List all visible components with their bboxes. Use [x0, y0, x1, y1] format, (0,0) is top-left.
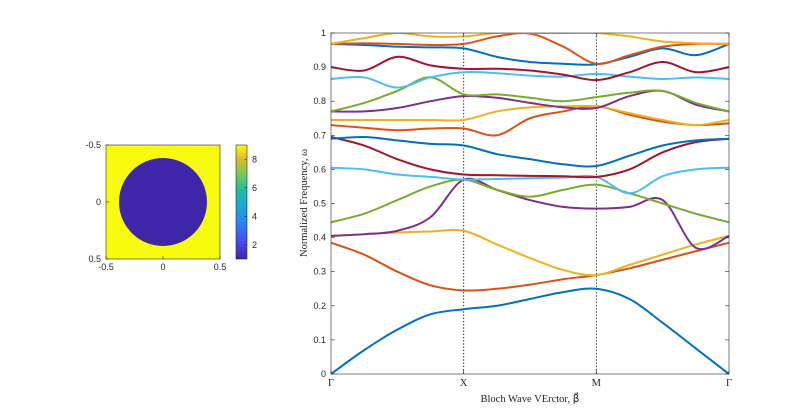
band-y-tick-label: 0.4 [313, 233, 326, 243]
band-line-1 [331, 287, 729, 374]
band-line-13 [331, 71, 729, 89]
colorbar-gradient [235, 144, 248, 260]
colorbar-tick-label: 4 [252, 211, 257, 221]
band-x-tick-label: Γ [726, 378, 732, 389]
band-reference-lines [463, 33, 597, 374]
band-line-5 [331, 178, 729, 224]
band-y-tick-label: 0.6 [313, 164, 326, 174]
map-y-tick-label: 0.5 [88, 254, 101, 264]
band-line-9 [331, 105, 729, 137]
band-diagram: 0 0.1 0.2 0.3 0.4 0.5 0.6 0.7 0.8 0.9 1 Γ X M Γ Bloch … [299, 28, 732, 405]
colorbar: 2 4 6 8 [235, 144, 257, 260]
map-x-tick-label: 0 [160, 262, 165, 272]
band-x-tick-label: Γ [328, 378, 334, 389]
unit-cell-inclusion [119, 158, 207, 246]
band-y-tick-label: 0.3 [313, 267, 326, 277]
band-y-tick-label: 0.1 [313, 335, 326, 345]
map-x-tick-label: 0.5 [214, 262, 227, 272]
band-ticks: 0 0.1 0.2 0.3 0.4 0.5 0.6 0.7 0.8 0.9 1 Γ X M Γ [313, 28, 732, 389]
band-y-tick-label: 1 [321, 28, 326, 38]
colorbar-tick-label: 8 [252, 154, 257, 164]
band-line-10 [331, 104, 729, 127]
band-y-tick-label: 0.7 [313, 130, 326, 140]
band-lines [331, 33, 729, 374]
band-line-8 [331, 135, 729, 168]
colorbar-ticks: 2 4 6 8 [244, 154, 257, 250]
colorbar-tick-label: 2 [252, 240, 257, 250]
band-x-tick-label: M [592, 378, 602, 389]
colorbar-tick-label: 6 [252, 183, 257, 193]
unit-cell-map: -0.5 0 0.5-0.500.5 [85, 140, 226, 272]
map-y-tick-label: 0 [96, 197, 101, 207]
band-line-12 [331, 76, 729, 113]
band-y-tick-label: 0 [321, 369, 326, 379]
band-x-label: Bloch Wave VErctor, β⃗ [481, 391, 580, 405]
band-line-7 [331, 136, 729, 179]
band-line-17 [331, 33, 729, 45]
band-line-4 [331, 177, 729, 251]
band-y-tick-label: 0.9 [313, 62, 326, 72]
map-y-tick-label: -0.5 [85, 140, 101, 150]
band-y-tick-label: 0.8 [313, 96, 326, 106]
band-line-14 [331, 55, 729, 82]
band-line-15 [331, 42, 729, 66]
unit-cell-ticks: -0.5 0 0.5-0.500.5 [85, 140, 226, 272]
band-x-tick-label: X [460, 378, 468, 389]
band-line-2 [331, 241, 729, 292]
map-x-tick-label: -0.5 [98, 262, 114, 272]
band-y-tick-label: 0.5 [313, 199, 326, 209]
band-line-6 [331, 166, 729, 195]
band-y-tick-label: 0.2 [313, 301, 326, 311]
band-line-3 [331, 228, 729, 277]
band-y-label: Normalized Frequency, ω [299, 149, 310, 257]
